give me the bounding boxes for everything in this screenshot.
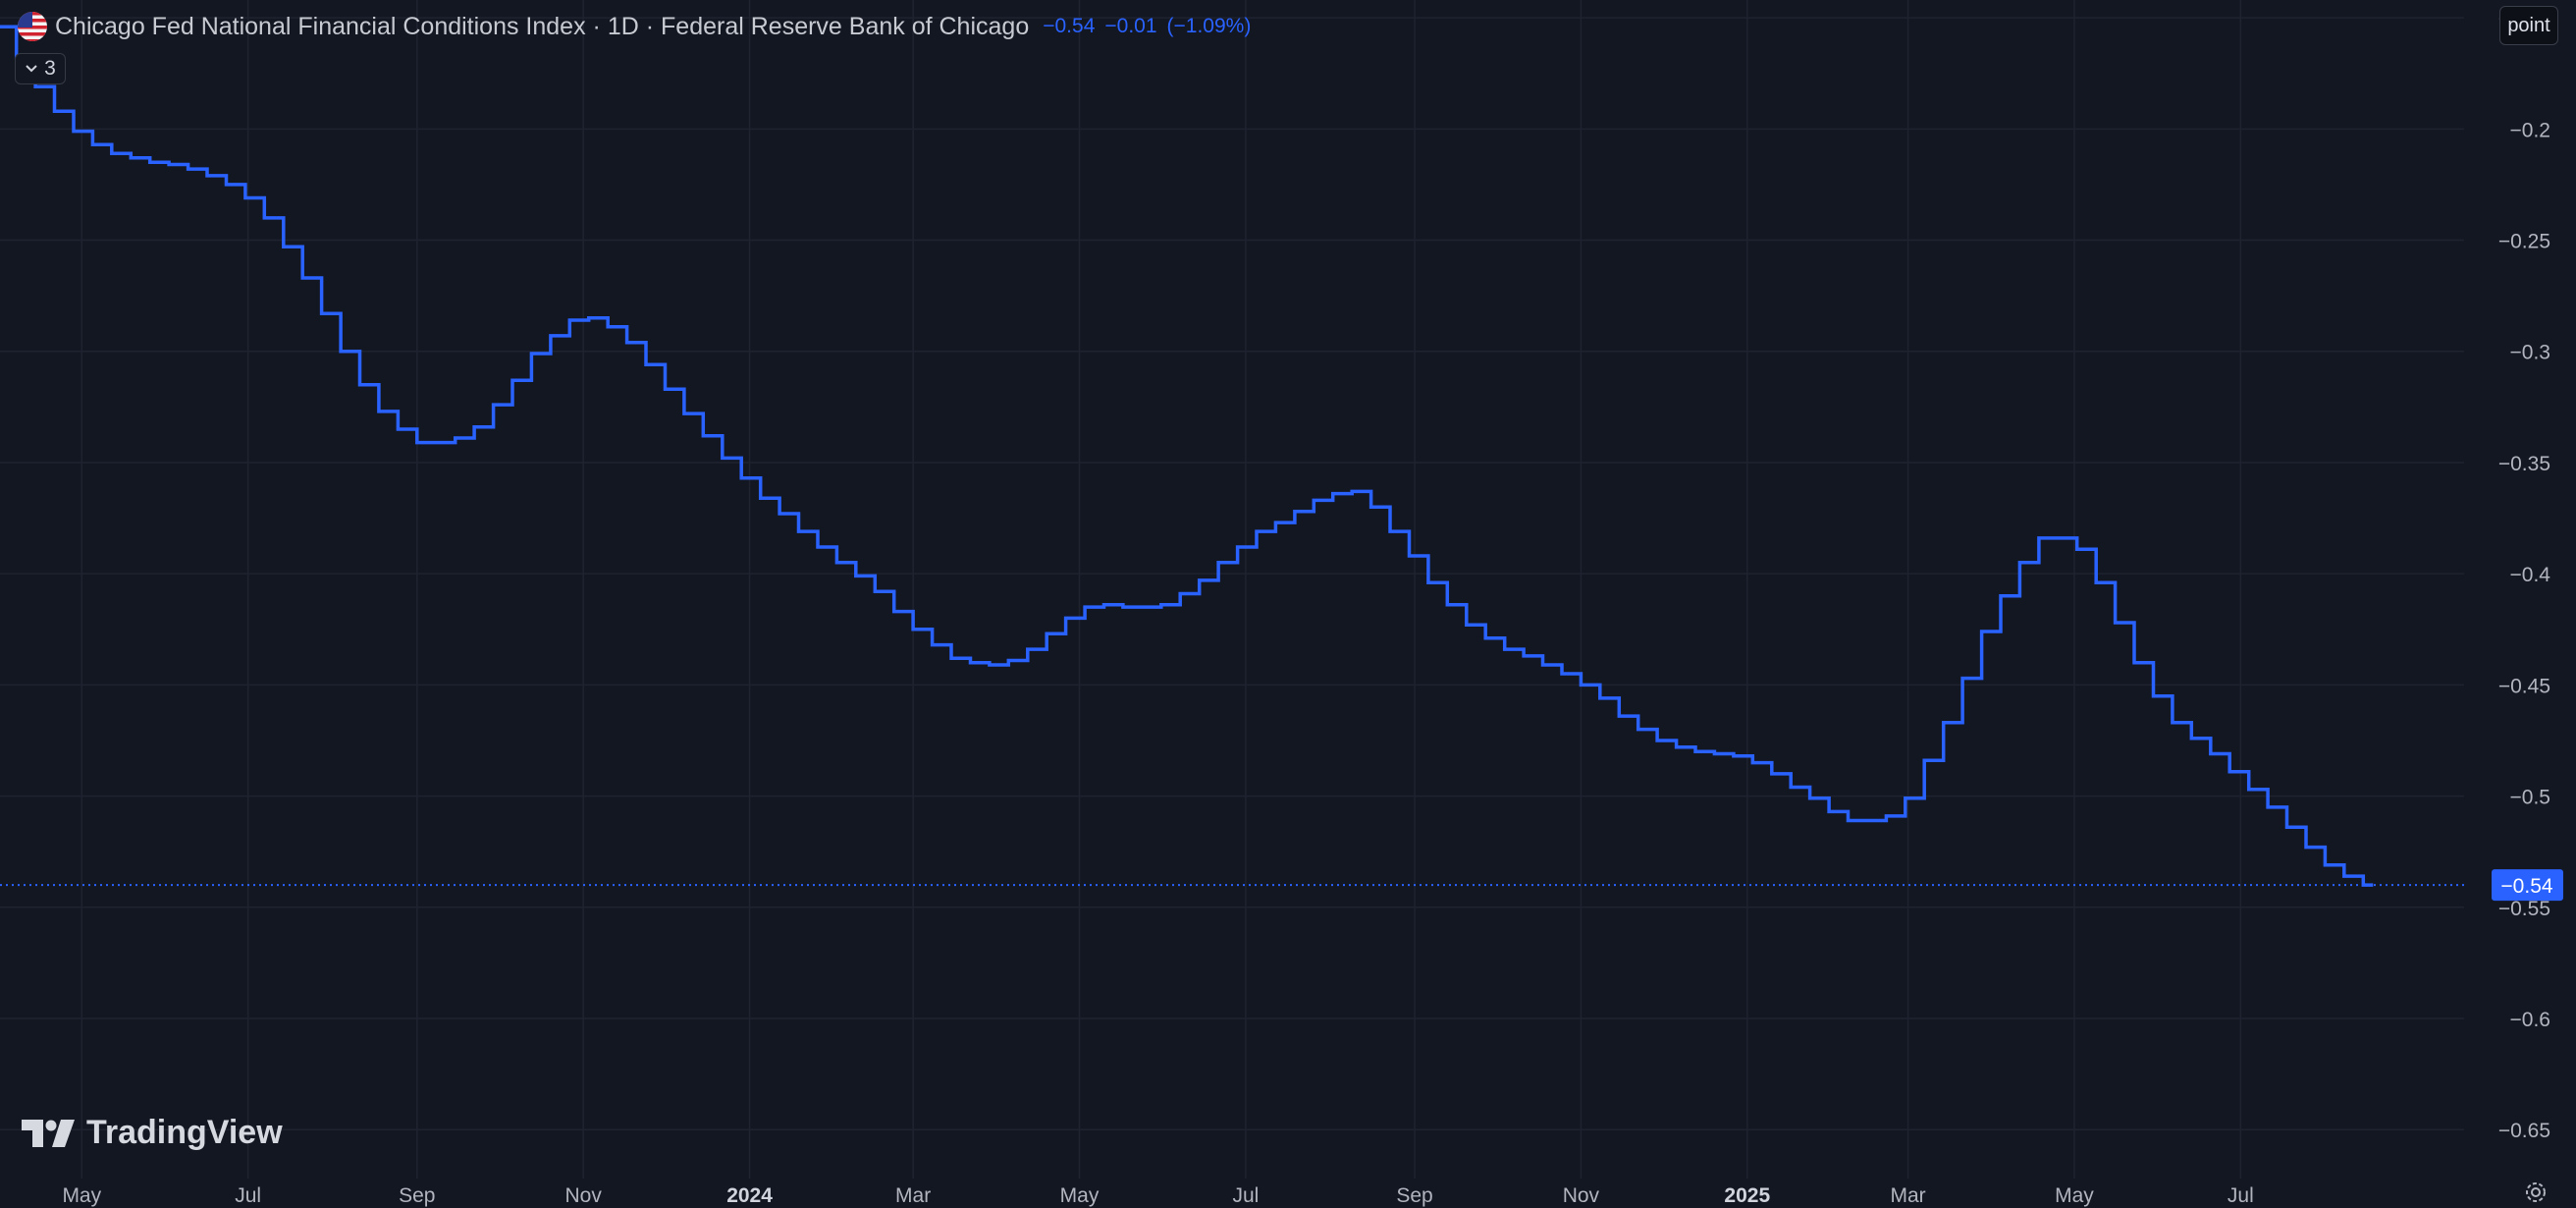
time-axis[interactable]: May Jul Sep Nov 2024 Mar May Jul Sep Nov 2025 Mar Ma… — [62, 1184, 2253, 1207]
x-tick-label: 2025 — [1724, 1184, 1770, 1207]
y-tick-label: −0.2 — [2510, 119, 2550, 141]
x-tick-label: May — [62, 1184, 101, 1207]
x-tick-label: Nov — [565, 1184, 603, 1207]
x-tick-label: May — [1060, 1184, 1100, 1207]
x-tick-label: Sep — [399, 1184, 435, 1207]
x-tick-label: Nov — [1563, 1184, 1600, 1207]
series-line — [0, 25, 2374, 887]
separator: · — [645, 12, 662, 40]
last-value: −0.54 — [1043, 15, 1096, 37]
y-tick-label: −0.6 — [2510, 1009, 2550, 1031]
tradingview-logo[interactable]: TradingView — [22, 1114, 283, 1152]
x-tick-label: May — [2055, 1184, 2094, 1207]
scale-mode-label: point — [2507, 14, 2550, 36]
y-tick-label: −0.25 — [2498, 231, 2550, 253]
us-flag-icon — [18, 12, 47, 41]
x-tick-label: Mar — [895, 1184, 931, 1207]
x-tick-label: 2024 — [726, 1184, 773, 1207]
x-tick-label: Mar — [1890, 1184, 1925, 1207]
series-legend[interactable]: Chicago Fed National Financial Condition… — [18, 10, 1251, 43]
y-tick-label: −0.4 — [2510, 564, 2551, 586]
grid-lines — [0, 0, 2464, 1179]
y-tick-label: −0.35 — [2498, 453, 2550, 475]
gear-icon[interactable] — [2523, 1180, 2549, 1205]
symbol-title: Chicago Fed National Financial Condition… — [55, 12, 586, 40]
indicator-count: 3 — [44, 57, 56, 80]
x-tick-label: Jul — [1232, 1184, 1259, 1207]
tradingview-logo-icon — [22, 1119, 75, 1147]
x-tick-label: Jul — [235, 1184, 261, 1207]
x-tick-label: Jul — [2227, 1184, 2254, 1207]
change-value: −0.01 — [1104, 15, 1157, 37]
y-tick-label: −0.5 — [2510, 787, 2550, 809]
separator: · — [592, 12, 608, 40]
y-tick-label: −0.65 — [2498, 1120, 2550, 1142]
interval: 1D — [607, 12, 639, 40]
price-axis[interactable]: −0.15−0.2−0.25−0.3−0.35−0.4−0.45−0.5−0.5… — [2498, 8, 2550, 1142]
chevron-down-icon — [26, 65, 37, 73]
current-value-label-bg — [2492, 869, 2563, 902]
current-value-label: −0.54 — [2492, 869, 2563, 902]
y-tick-label: −0.45 — [2498, 675, 2550, 697]
y-tick-label: −0.55 — [2498, 898, 2550, 920]
legend-values: −0.54 −0.01 (−1.09%) — [1043, 15, 1251, 38]
scale-mode-button[interactable]: point — [2499, 6, 2558, 45]
change-percent: (−1.09%) — [1166, 15, 1252, 37]
data-source: Federal Reserve Bank of Chicago — [661, 12, 1030, 40]
x-tick-label: Sep — [1396, 1184, 1432, 1207]
y-tick-label: −0.3 — [2510, 342, 2550, 364]
tradingview-logo-text: TradingView — [86, 1114, 283, 1151]
current-value-text: −0.54 — [2500, 875, 2552, 898]
collapse-indicators-button[interactable]: 3 — [15, 53, 66, 84]
